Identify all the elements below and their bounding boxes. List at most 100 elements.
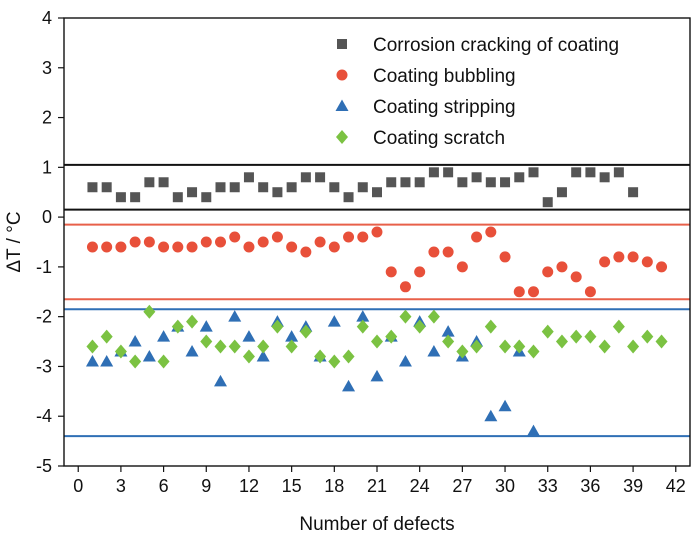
- legend-label: Coating stripping: [373, 97, 516, 118]
- data-point: [86, 339, 99, 354]
- data-point: [385, 266, 397, 278]
- data-point: [356, 319, 369, 334]
- data-point: [456, 261, 468, 273]
- data-point: [414, 177, 425, 188]
- legend-marker: [336, 69, 348, 81]
- data-point: [655, 334, 668, 349]
- data-point: [200, 334, 213, 349]
- data-point: [157, 330, 171, 342]
- data-point: [500, 177, 511, 188]
- data-point: [584, 329, 597, 344]
- data-point: [272, 187, 283, 198]
- data-point: [613, 167, 624, 178]
- x-tick-label: 39: [623, 476, 643, 496]
- series-square: [87, 167, 639, 208]
- x-tick-label: 9: [201, 476, 211, 496]
- data-point: [400, 177, 411, 188]
- data-point: [271, 319, 284, 334]
- data-point: [542, 266, 554, 278]
- data-point: [457, 177, 468, 188]
- data-point: [201, 192, 212, 203]
- data-point: [356, 310, 370, 322]
- legend-marker: [336, 130, 348, 144]
- data-point: [627, 339, 640, 354]
- x-tick-label: 6: [159, 476, 169, 496]
- y-tick-label: 2: [42, 108, 52, 128]
- data-point: [243, 172, 254, 183]
- data-point: [285, 330, 299, 342]
- data-point: [599, 256, 611, 268]
- data-point: [257, 339, 270, 354]
- data-point: [570, 271, 582, 283]
- data-point: [228, 310, 242, 322]
- data-point: [343, 192, 354, 203]
- data-point: [144, 177, 155, 188]
- data-series: [85, 167, 668, 437]
- data-point: [427, 345, 441, 357]
- data-point: [414, 266, 426, 278]
- y-axis-ticks: -5 -4 -3 -2 -1 0 1 2 3 4: [36, 8, 64, 476]
- data-point: [656, 261, 668, 273]
- data-point: [470, 339, 483, 354]
- data-point: [215, 236, 226, 248]
- legend-label: Coating scratch: [373, 128, 505, 149]
- data-point: [584, 286, 596, 298]
- data-point: [385, 329, 398, 344]
- y-tick-label: -3: [36, 356, 52, 376]
- x-tick-label: 0: [73, 476, 83, 496]
- y-tick-label: 0: [42, 207, 52, 227]
- data-point: [129, 354, 142, 369]
- data-point: [527, 424, 540, 437]
- x-tick-label: 3: [116, 476, 126, 496]
- series-diamond: [86, 304, 668, 369]
- data-point: [129, 236, 141, 248]
- data-point: [398, 354, 412, 367]
- data-point: [342, 379, 356, 392]
- data-point: [428, 246, 440, 258]
- data-point: [87, 182, 98, 193]
- data-point: [256, 349, 270, 362]
- data-point: [555, 334, 568, 349]
- data-point: [300, 172, 311, 183]
- legend-marker: [337, 39, 347, 49]
- data-point: [101, 241, 113, 253]
- y-tick-label: 1: [42, 157, 52, 177]
- data-point: [100, 354, 114, 367]
- data-point: [399, 309, 412, 324]
- data-point: [556, 187, 567, 198]
- data-point: [286, 241, 298, 253]
- x-axis-ticks: 0 3 6 9 12 15 18 21 24 27 30 33 36 39 42: [73, 466, 686, 496]
- data-point: [243, 241, 255, 253]
- data-point: [229, 231, 241, 243]
- legend-label: Corrosion cracking of coating: [373, 35, 619, 56]
- data-point: [484, 319, 497, 334]
- data-point: [200, 236, 212, 248]
- x-tick-label: 15: [282, 476, 302, 496]
- data-point: [528, 167, 539, 178]
- data-point: [115, 241, 127, 253]
- data-point: [570, 329, 583, 344]
- data-point: [528, 286, 539, 298]
- data-point: [485, 177, 496, 188]
- data-point: [143, 236, 155, 248]
- series-circle: [86, 226, 668, 298]
- data-point: [627, 251, 639, 263]
- data-point: [128, 335, 142, 347]
- data-point: [258, 182, 269, 193]
- data-point: [257, 236, 269, 248]
- data-point: [613, 251, 625, 263]
- x-tick-label: 27: [452, 476, 472, 496]
- data-point: [442, 334, 455, 349]
- data-point: [541, 324, 554, 339]
- x-tick-label: 12: [239, 476, 259, 496]
- data-point: [499, 251, 511, 263]
- data-point: [357, 231, 369, 243]
- x-tick-label: 24: [410, 476, 430, 496]
- data-point: [612, 319, 625, 334]
- data-point: [214, 339, 227, 354]
- data-point: [215, 182, 226, 193]
- data-point: [199, 320, 213, 332]
- data-point: [100, 329, 113, 344]
- data-point: [513, 339, 526, 354]
- data-point: [158, 241, 170, 253]
